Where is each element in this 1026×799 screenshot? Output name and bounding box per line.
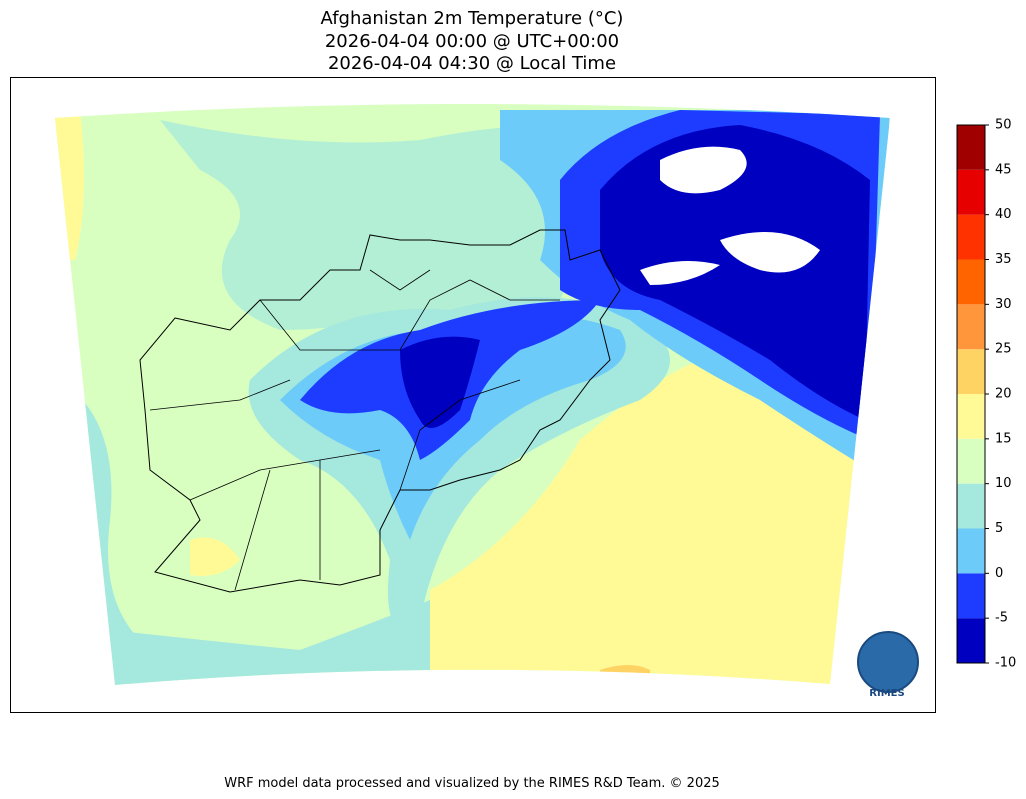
colorbar-tick-label: 25	[995, 342, 1012, 357]
colorbar-tick-label: 0	[995, 566, 1003, 581]
logo-text: RIMES	[869, 688, 904, 699]
colorbar-tick-label: -5	[995, 611, 1008, 626]
colorbar-tick-label: 35	[995, 252, 1012, 267]
title-line: 2026-04-04 00:00 @ UTC+00:00	[325, 31, 619, 52]
colorbar-tick-label: 20	[995, 387, 1012, 402]
colorbar-bin	[957, 349, 985, 394]
temperature-field	[55, 104, 890, 685]
colorbar-bin	[957, 394, 985, 439]
logo: RIMES	[857, 631, 919, 699]
colorbar-bin	[957, 169, 985, 215]
colorbar-tick-label: 30	[995, 297, 1012, 312]
map-frame	[10, 77, 936, 713]
footer: WRF model data processed and visualized …	[224, 776, 720, 791]
colorbar-bin	[957, 438, 985, 484]
colorbar-bin	[957, 528, 985, 574]
colorbar-tick-label: 40	[995, 207, 1012, 222]
colorbar-tick-label: -10	[995, 656, 1016, 671]
colorbar-bin	[957, 483, 985, 529]
logo-circle	[857, 631, 919, 693]
colorbar-tick-label: 5	[995, 521, 1003, 536]
title-line: Afghanistan 2m Temperature (°C)	[321, 8, 624, 29]
colorbar: -10 -5 0 5 10 15 20 25 30 35 40 45 50	[956, 118, 1016, 671]
country-border	[139, 229, 621, 593]
colorbar-bin	[957, 618, 985, 663]
title-line: 2026-04-04 04:30 @ Local Time	[328, 53, 616, 74]
colorbar-bin	[957, 125, 985, 170]
colorbar-tick-label: 15	[995, 431, 1012, 446]
colorbar-bin	[957, 214, 985, 260]
colorbar-bin	[957, 259, 985, 305]
colorbar-bin	[957, 573, 985, 619]
colorbar-tick-label: 50	[995, 118, 1012, 133]
colorbar-tick-label: 45	[995, 162, 1012, 177]
colorbar-tick-label: 10	[995, 476, 1012, 491]
province-borders	[149, 269, 560, 591]
colorbar-bin	[957, 304, 985, 350]
